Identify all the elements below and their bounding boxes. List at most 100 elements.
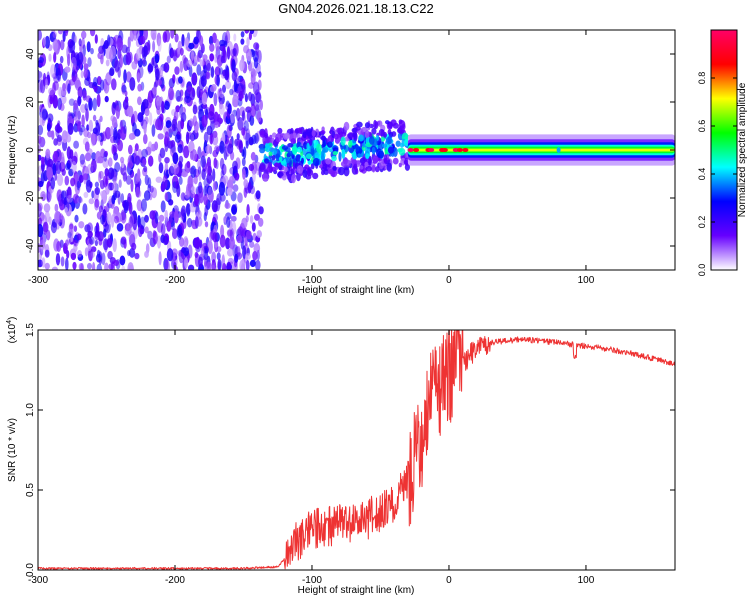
spectrogram-noise-cell xyxy=(103,40,109,49)
spectrogram-noise-cell xyxy=(203,185,208,196)
spectrogram-transition-cell xyxy=(329,148,333,153)
spectrogram-noise-cell xyxy=(71,161,77,173)
spectrogram-noise-cell xyxy=(53,138,58,146)
spectrogram-noise-cell xyxy=(174,33,179,43)
spectrogram-noise-cell xyxy=(249,115,255,126)
spectrogram-noise-cell xyxy=(179,60,184,73)
spectrogram-noise-cell xyxy=(152,231,158,245)
spectrogram-transition-cell xyxy=(307,166,312,174)
spectrogram-noise-cell xyxy=(78,38,82,47)
spectrogram-noise-cell xyxy=(229,175,236,182)
spectrogram-noise-cell xyxy=(112,143,118,154)
spectrogram-transition-cell xyxy=(309,138,313,146)
spectrogram-noise-cell xyxy=(190,165,197,178)
spectrogram-noise-cell xyxy=(73,140,79,149)
spectrogram-noise-cell xyxy=(149,210,156,220)
spectrogram-noise-cell xyxy=(188,42,195,50)
spectrogram-noise-cell xyxy=(255,259,261,270)
spectrogram-noise-cell xyxy=(205,71,211,80)
spectrogram-transition-cell xyxy=(305,153,312,160)
spectrogram-noise-cell xyxy=(134,128,141,137)
spectrogram-noise-cell xyxy=(212,168,216,182)
spectrogram-noise-cell xyxy=(253,81,260,96)
spectrogram-transition-cell xyxy=(291,173,296,184)
spectrogram-noise-cell xyxy=(190,50,195,61)
spectrogram-noise-cell xyxy=(90,30,96,37)
spectrogram-noise-cell xyxy=(177,120,182,134)
spectrogram-noise-cell xyxy=(245,259,250,270)
snr-y-axis-label: SNR (10 * v/v) xyxy=(7,418,18,482)
snr-axes: -300 -200 -100 0 100 0.0 0.5 1.0 1.5 xyxy=(25,323,675,586)
spectrogram-noise-cell xyxy=(168,165,175,176)
spectrogram-noise-cell xyxy=(177,144,183,154)
spectrogram-noise-cell xyxy=(158,214,165,222)
spectrogram-noise-cell xyxy=(199,35,204,47)
snr-chart: -300 -200 -100 0 100 0.0 0.5 1.0 1.5 Height of s… xyxy=(6,317,676,596)
spectrogram-noise-cell xyxy=(96,93,101,107)
spectrogram-noise-cell xyxy=(250,103,256,118)
spectrogram-noise-cell xyxy=(175,89,182,102)
spectrogram-noise-cell xyxy=(186,59,193,68)
spectrogram-noise-cell xyxy=(94,225,98,234)
spectrogram-noise-cell xyxy=(103,81,110,94)
spectrogram-noise-cell xyxy=(253,243,261,254)
spectrogram-transition-cell xyxy=(347,132,353,140)
spectrogram-noise-cell xyxy=(86,41,91,53)
spectrogram-noise-cell xyxy=(256,111,262,123)
spectrogram-transition-cell xyxy=(371,127,377,135)
spectrogram-noise-cell xyxy=(181,171,188,178)
spectrogram-noise-cell xyxy=(127,262,134,270)
spectrogram-transition-cell xyxy=(316,143,322,153)
spectrogram-noise-cell xyxy=(212,213,218,222)
spectrogram-noise-cell xyxy=(245,140,249,149)
spectrogram-noise-cell xyxy=(173,163,180,175)
spectrogram-noise-cell xyxy=(182,54,187,64)
colorbar-tick-label: 0.6 xyxy=(697,120,707,133)
spectrogram-noise-cell xyxy=(158,251,162,266)
spectrogram-noise-cell xyxy=(156,79,163,86)
spectrogram-noise-cell xyxy=(224,202,231,209)
spectrogram-noise-cell xyxy=(178,176,183,185)
spectrogram-noise-cell xyxy=(142,158,147,166)
spectrogram-noise-cell xyxy=(172,152,179,165)
spectrogram-noise-cell xyxy=(168,78,175,89)
spectrogram-noise-cell xyxy=(217,259,222,270)
spectrogram-noise-cell xyxy=(232,221,237,235)
spectrogram-noise-cell xyxy=(176,224,183,238)
spectrogram-noise-cell xyxy=(236,107,241,122)
spectrogram-peak xyxy=(452,148,459,152)
spectrogram-transition-cell xyxy=(320,130,326,135)
spectrogram-noise-cell xyxy=(219,234,226,248)
spectrogram-noise-cell xyxy=(120,236,127,245)
spectrogram-transition-cell xyxy=(287,150,294,157)
spectrogram-noise-cell xyxy=(201,92,208,105)
spectrogram-noise-cell xyxy=(129,247,136,258)
spectrogram-noise-cell xyxy=(82,173,89,181)
spectrogram-noise-cell xyxy=(248,82,255,89)
spectrogram-noise-cell xyxy=(105,59,110,67)
spectrogram-noise-cell xyxy=(90,159,97,173)
spectrogram-transition-cell xyxy=(343,121,350,131)
spectrogram-noise-cell xyxy=(128,231,136,245)
spectrogram-noise-cell xyxy=(68,79,76,86)
spectrogram-noise-cell xyxy=(76,108,81,122)
spectrogram-noise-cell xyxy=(100,190,106,197)
spectrogram-noise-cell xyxy=(73,239,77,246)
spectrogram-noise-cell xyxy=(242,168,246,180)
spectrogram-noise-cell xyxy=(254,132,259,144)
spectrogram-noise-cell xyxy=(205,146,209,153)
spectrogram-noise-cell xyxy=(206,261,212,270)
spectrogram-noise-cell xyxy=(192,104,198,115)
spectrogram-noise-cell xyxy=(241,157,246,167)
spectrogram-noise-cell xyxy=(155,68,160,81)
chart-title: GN04.2026.021.18.13.C22 xyxy=(278,1,433,16)
spectrogram-noise-cell xyxy=(229,88,234,96)
spectrogram-noise-cell xyxy=(38,124,44,136)
spectrogram-noise-cell xyxy=(144,174,149,186)
spectrogram-transition-cell xyxy=(364,129,370,139)
spectrogram-noise-cell xyxy=(243,45,250,54)
spectrogram-noise-cell xyxy=(214,241,219,248)
spectrogram-noise-cell xyxy=(38,180,44,188)
spectrogram-noise-cell xyxy=(151,32,157,41)
spectrogram-noise-cell xyxy=(85,179,92,193)
